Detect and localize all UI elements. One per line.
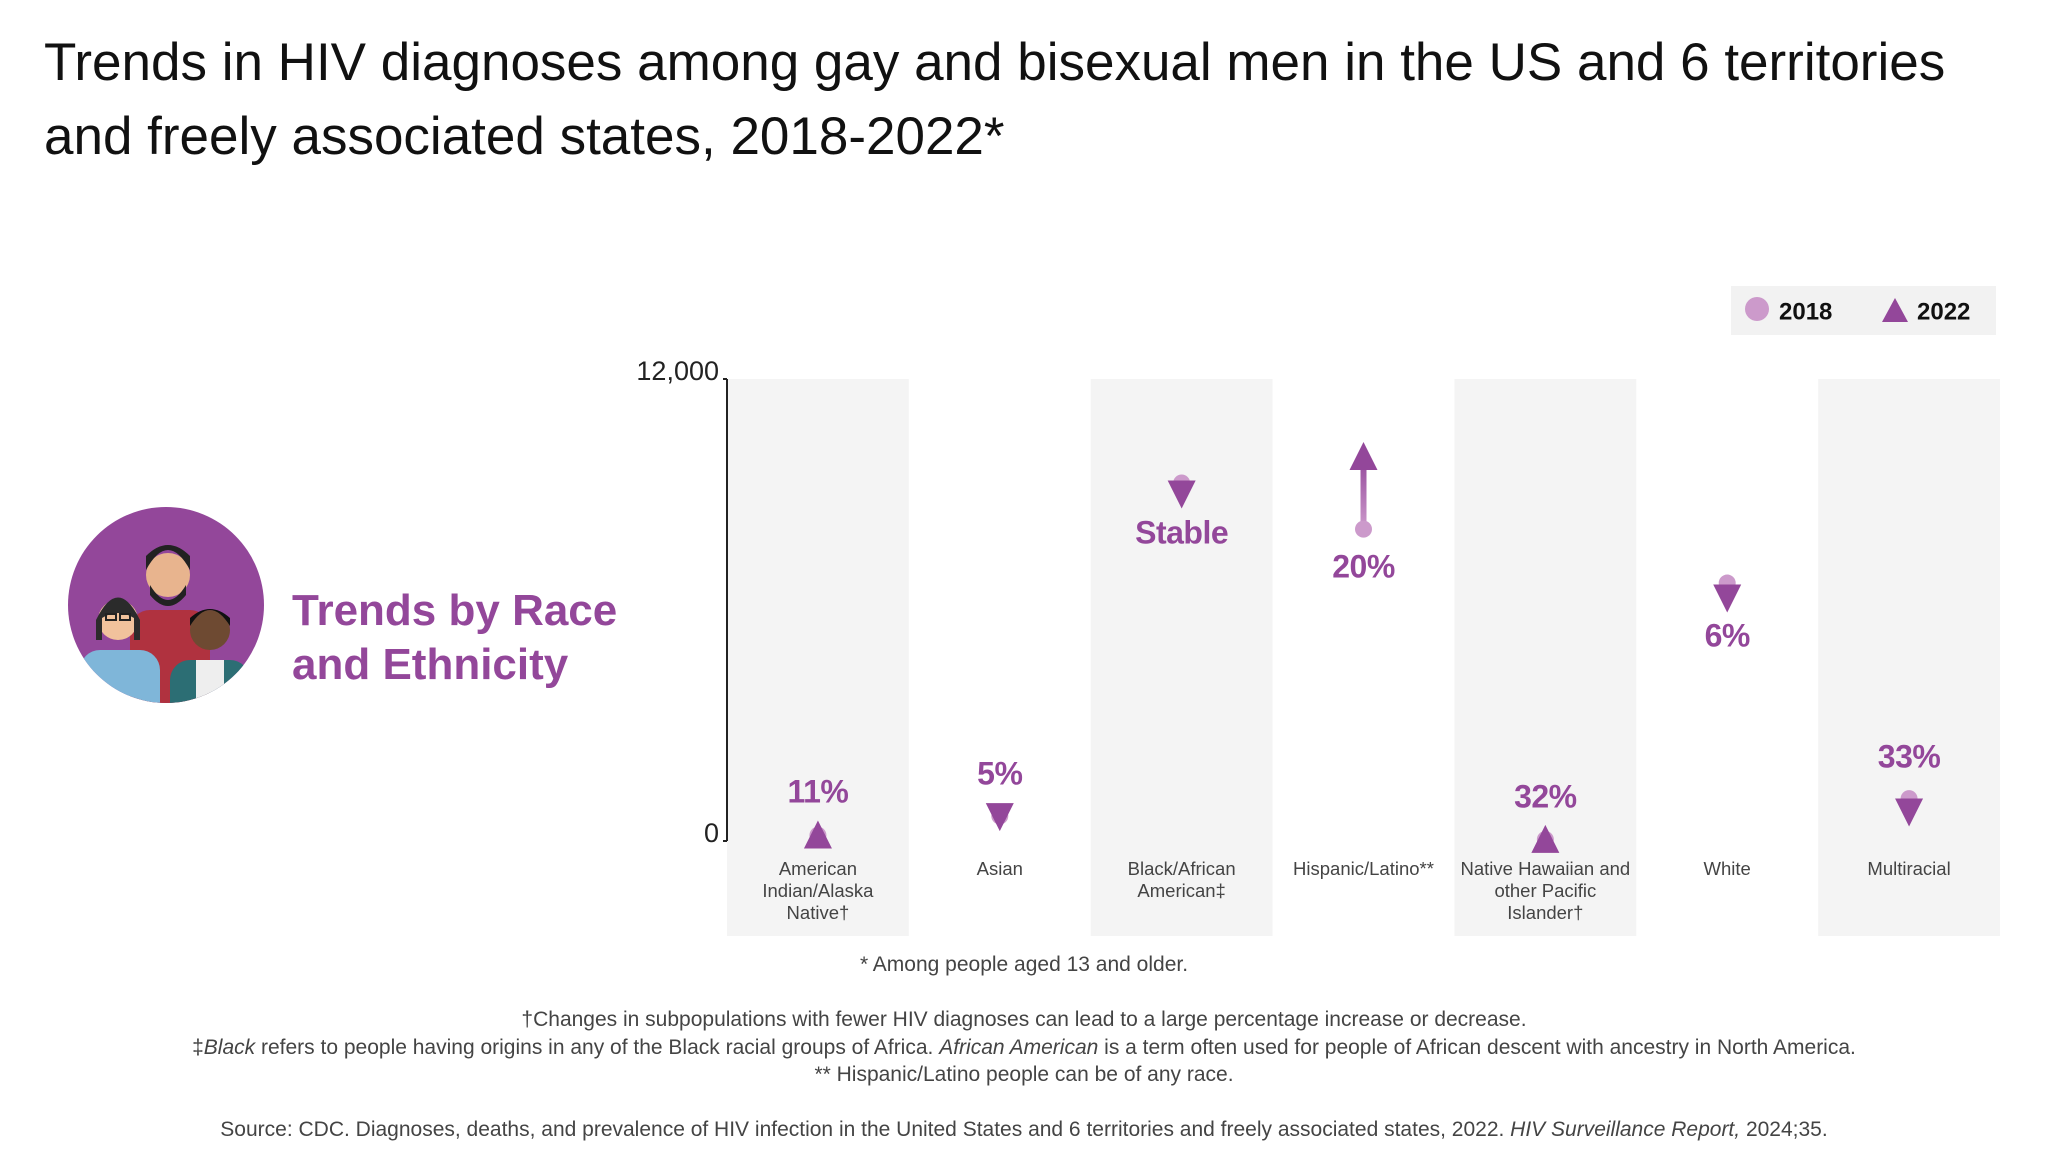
legend-marker (1745, 297, 1769, 321)
people-icon (68, 507, 264, 703)
x-tick-label: Multiracial (1867, 858, 1951, 879)
marker-2022 (803, 820, 832, 849)
change-label: 20% (1332, 548, 1395, 585)
column-band (1090, 379, 1273, 936)
marker-2022 (985, 803, 1014, 832)
note-part: †Changes in subpopulations with fewer HI… (521, 1008, 1527, 1031)
note-part: African American (939, 1036, 1099, 1059)
column-band (727, 379, 909, 936)
legend-label: 2018 (1779, 298, 1832, 325)
note-part: ‡ (192, 1036, 204, 1059)
x-tick-label: Black/African American‡ (1127, 858, 1236, 901)
x-tick-label: White (1703, 858, 1751, 879)
legend-marker (1882, 298, 1908, 322)
legend-box (1731, 286, 1996, 335)
marker-2022 (1531, 824, 1560, 853)
change-label: 6% (1704, 617, 1751, 654)
note-part: Source: CDC. Diagnoses, deaths, and prev… (220, 1118, 1511, 1141)
change-label: 11% (787, 773, 849, 810)
marker-2022 (1713, 584, 1742, 613)
marker-2018 (1355, 520, 1372, 538)
note-part: Black (203, 1036, 256, 1059)
chart-title: Trends in HIV diagnoses among gay and bi… (44, 33, 1946, 166)
marker-2022 (1895, 798, 1924, 827)
footnote: ** Hispanic/Latino people can be of any … (0, 1063, 2048, 1087)
change-label: 5% (977, 755, 1023, 792)
note-part: refers to people having origins in any o… (255, 1036, 940, 1059)
change-label: 33% (1877, 738, 1941, 775)
note-part: * Among people aged 13 and older. (859, 953, 1189, 976)
footnote: * Among people aged 13 and older. (0, 953, 2048, 977)
panel-label: Trends by Race and Ethnicity (292, 586, 618, 689)
x-tick-label: Asian (976, 858, 1023, 879)
y-tick-label: 0 (704, 818, 719, 848)
x-tick-label: American Indian/Alaska Native† (762, 858, 874, 923)
note-part: HIV Surveillance Report, (1510, 1118, 1741, 1141)
source-note: Source: CDC. Diagnoses, deaths, and prev… (0, 1118, 2048, 1142)
legend-label: 2022 (1917, 298, 1970, 325)
legend: 2018 2022 (1731, 286, 1996, 335)
footnote: †Changes in subpopulations with fewer HI… (0, 1008, 2048, 1032)
change-label: Stable (1135, 514, 1229, 550)
change-label: 32% (1514, 778, 1577, 815)
x-tick-label: Hispanic/Latino** (1293, 858, 1434, 879)
y-tick-label: 12,000 (636, 356, 719, 386)
note-part: ** Hispanic/Latino people can be of any … (814, 1063, 1234, 1086)
connector (1360, 456, 1367, 530)
x-tick-label: Native Hawaiian and other Pacific Island… (1460, 858, 1631, 923)
note-part: is a term often used for people of Afric… (1098, 1036, 1856, 1059)
marker-2022 (1349, 442, 1378, 470)
footnote: ‡Black refers to people having origins i… (0, 1036, 2048, 1060)
note-part: 2024;35. (1740, 1118, 1828, 1141)
column-band (1818, 379, 2000, 936)
marker-2022 (1167, 480, 1196, 509)
